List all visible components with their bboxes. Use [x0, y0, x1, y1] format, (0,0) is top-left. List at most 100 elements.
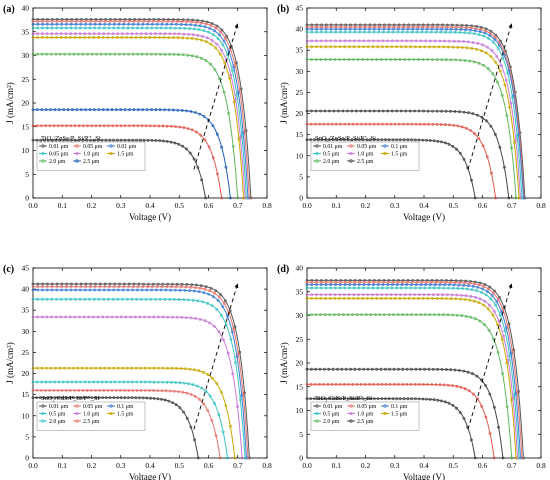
- series-point: [238, 136, 242, 139]
- series-point: [40, 315, 44, 319]
- series-point: [246, 456, 250, 460]
- series-point: [458, 281, 462, 285]
- series-point: [61, 380, 65, 384]
- series-point: [410, 30, 414, 34]
- series-point: [175, 282, 179, 286]
- series-point: [379, 58, 383, 61]
- series-point: [209, 286, 213, 290]
- legend-entry: 0.01 μm: [49, 404, 69, 410]
- series-point: [482, 34, 486, 38]
- series-point: [41, 32, 44, 36]
- series-point: [49, 108, 52, 112]
- series-point: [224, 404, 228, 408]
- series-point: [391, 397, 395, 401]
- series-point: [459, 293, 463, 297]
- series-point: [520, 196, 524, 200]
- series-point: [50, 285, 54, 289]
- x-tick-label: 0.3: [390, 201, 400, 210]
- series-point: [74, 288, 78, 292]
- series-point: [176, 108, 180, 112]
- series-point: [319, 30, 323, 34]
- series-point: [180, 315, 184, 319]
- series-point: [215, 24, 219, 28]
- series-point: [46, 138, 50, 142]
- series-point: [217, 33, 221, 37]
- series-point: [236, 196, 240, 200]
- series-point: [140, 288, 144, 292]
- series-point: [398, 397, 402, 401]
- series-point: [218, 52, 222, 56]
- series-point: [458, 411, 462, 414]
- series-point: [420, 30, 424, 34]
- series-point: [204, 196, 208, 200]
- series-point: [309, 382, 313, 386]
- series-point: [50, 396, 53, 400]
- series-line: [33, 37, 245, 199]
- series-point: [189, 392, 193, 396]
- series-point: [226, 456, 229, 460]
- series-point: [334, 27, 338, 31]
- series-point: [113, 19, 117, 23]
- series-point: [31, 366, 35, 370]
- series-point: [449, 368, 453, 372]
- series-point: [107, 26, 111, 30]
- series-point: [63, 366, 66, 370]
- trend-arrowhead: [508, 283, 513, 289]
- series-point: [122, 52, 126, 56]
- series-point: [204, 285, 208, 289]
- series-point: [187, 382, 191, 386]
- series-point: [372, 122, 376, 126]
- series-point: [351, 122, 355, 126]
- series-point: [417, 58, 420, 61]
- series-point: [174, 22, 178, 26]
- series-point: [509, 351, 513, 355]
- series-point: [305, 109, 309, 113]
- series-point: [166, 282, 170, 286]
- series-point: [421, 296, 425, 300]
- series-point: [457, 369, 461, 372]
- series-point: [50, 36, 54, 39]
- series-point: [84, 108, 88, 112]
- series-point: [101, 396, 105, 400]
- series-point: [69, 138, 73, 142]
- series-point: [334, 30, 338, 34]
- series-point: [35, 388, 39, 392]
- series-point: [305, 58, 309, 61]
- series-point: [367, 39, 371, 43]
- series-point: [378, 313, 382, 317]
- series-point: [94, 366, 98, 370]
- series-point: [477, 61, 481, 65]
- series-point: [95, 52, 99, 56]
- series-point: [365, 397, 369, 401]
- legend-entry: 0.01 μm: [323, 404, 343, 410]
- series-point: [463, 59, 467, 62]
- series-point: [439, 280, 443, 284]
- series-point: [343, 45, 347, 49]
- x-tick-label: 0.7: [233, 201, 243, 210]
- series-point: [77, 124, 81, 128]
- series-point: [423, 286, 427, 290]
- series-point: [208, 62, 212, 66]
- series-point: [144, 124, 148, 128]
- series-point: [406, 138, 410, 142]
- series-point: [138, 138, 142, 142]
- series-point: [79, 22, 83, 26]
- series-point: [146, 22, 150, 26]
- series-line: [307, 31, 523, 199]
- series-point: [103, 285, 107, 289]
- series-point: [137, 19, 141, 23]
- series-point: [494, 196, 498, 200]
- series-line: [33, 18, 252, 199]
- series-point: [188, 27, 192, 31]
- series-point: [357, 39, 361, 43]
- series-point: [102, 388, 106, 392]
- series-point: [496, 351, 500, 354]
- series-point: [379, 367, 383, 371]
- series-point: [204, 59, 208, 62]
- series-point: [159, 26, 163, 30]
- series-point: [46, 282, 49, 286]
- series-point: [477, 137, 481, 140]
- series-point: [217, 295, 221, 299]
- series-point: [191, 298, 195, 302]
- series-point: [85, 138, 89, 142]
